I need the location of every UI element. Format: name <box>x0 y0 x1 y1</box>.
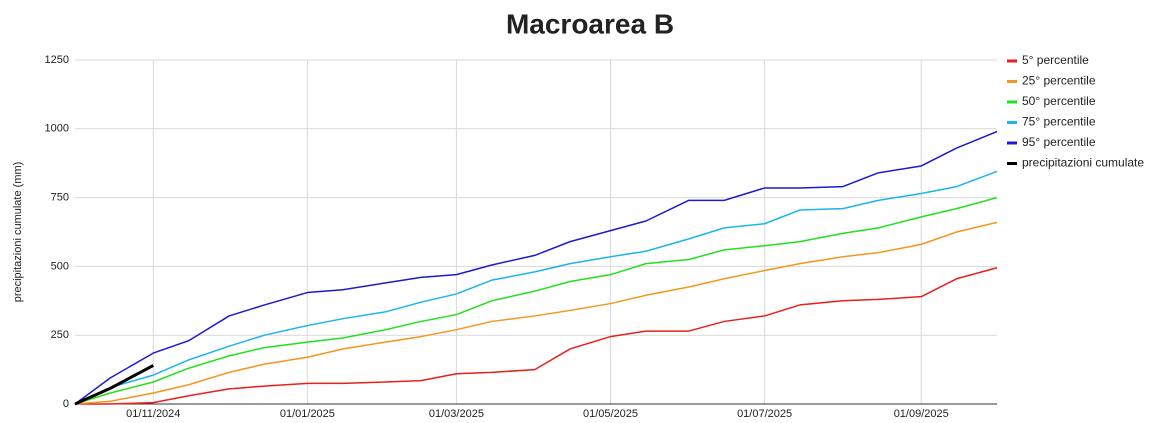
legend-swatch <box>1007 162 1017 165</box>
legend-swatch <box>1007 59 1017 63</box>
y-tick-label: 0 <box>63 398 69 410</box>
y-tick-label: 1250 <box>45 54 69 66</box>
series-line <box>74 130 998 405</box>
x-tick-label: 01/11/2024 <box>126 408 180 420</box>
x-tick-label: 01/07/2025 <box>737 408 792 420</box>
x-tick-label: 01/09/2025 <box>894 408 949 420</box>
legend: 5° percentile 25° percentile 50° percentil… <box>1007 53 1144 170</box>
x-tick-label: 01/03/2025 <box>429 408 484 420</box>
legend-label: 75° percentile <box>1022 115 1096 129</box>
legend-label: 5° percentile <box>1022 53 1089 67</box>
legend-swatch <box>1007 121 1017 124</box>
legend-label: 25° percentile <box>1022 74 1096 88</box>
legend-label: 50° percentile <box>1022 94 1096 108</box>
series-line <box>74 170 998 405</box>
legend-swatch <box>1007 100 1017 104</box>
legend-swatch <box>1007 80 1017 83</box>
x-tick-label: 01/01/2025 <box>280 408 335 420</box>
y-tick-label: 250 <box>51 329 69 341</box>
chart-title: Macroarea B <box>506 8 674 39</box>
series-line <box>74 196 998 405</box>
x-tick-label: 01/05/2025 <box>583 408 638 420</box>
legend-label: precipitazioni cumulate <box>1022 156 1144 170</box>
legend-swatch <box>1007 141 1017 145</box>
y-axis-label: precipitazioni cumulate (mm) <box>12 162 24 303</box>
legend-label: 95° percentile <box>1022 135 1096 149</box>
series-line <box>74 221 998 405</box>
y-tick-label: 500 <box>51 260 69 272</box>
y-tick-label: 750 <box>51 192 69 204</box>
series-line <box>75 267 998 405</box>
series-line <box>74 364 155 406</box>
y-tick-label: 1000 <box>45 123 69 135</box>
